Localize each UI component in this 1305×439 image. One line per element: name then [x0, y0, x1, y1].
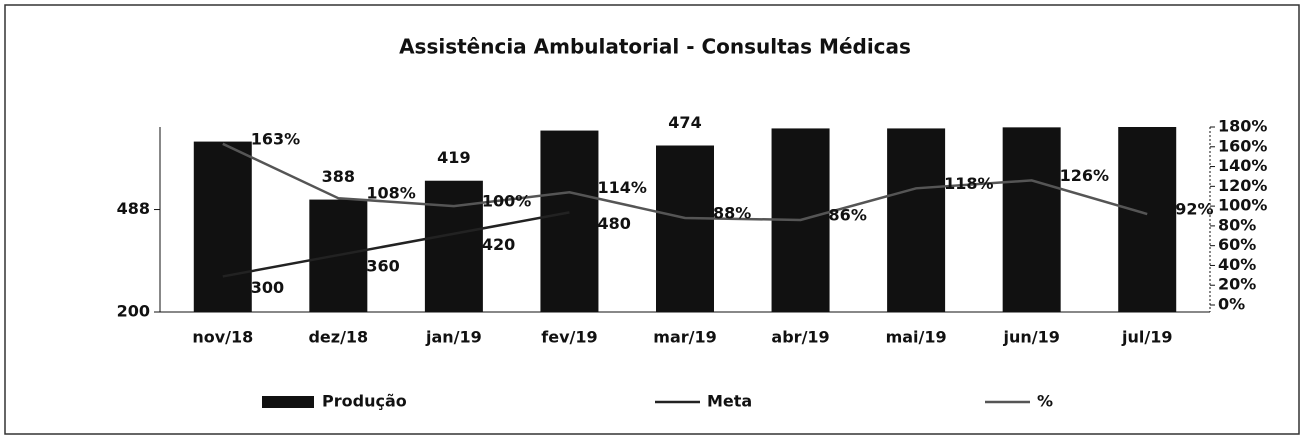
y2-tick-label: 120% — [1218, 176, 1267, 195]
y2-tick-label: 60% — [1218, 235, 1256, 254]
data-label: 114% — [597, 178, 646, 197]
legend-label: Meta — [707, 392, 752, 411]
y2-tick-label: 40% — [1218, 255, 1256, 274]
chart-title: Assistência Ambulatorial - Consultas Méd… — [399, 35, 911, 59]
bar — [1118, 127, 1177, 312]
annotation: 388 — [322, 167, 355, 186]
annotation: 474 — [668, 113, 701, 132]
data-label: 108% — [366, 184, 415, 203]
data-label: 300 — [251, 278, 284, 297]
y2-tick-label: 160% — [1218, 136, 1267, 155]
data-label: 420 — [482, 235, 515, 254]
data-label: 163% — [251, 129, 300, 148]
data-label: 92% — [1175, 200, 1213, 219]
data-label: 360 — [366, 257, 399, 276]
data-label: 100% — [482, 192, 531, 211]
bar — [887, 128, 946, 312]
y2-tick-label: 80% — [1218, 215, 1256, 234]
chart-border — [4, 4, 1300, 435]
annotation: 419 — [437, 148, 470, 167]
data-label: 480 — [597, 214, 630, 233]
legend-label: % — [1037, 392, 1053, 411]
legend-swatch — [262, 396, 314, 408]
y-tick-label: 488 — [117, 199, 150, 218]
x-tick-label: dez/18 — [308, 328, 368, 347]
line — [222, 211, 570, 278]
bar — [540, 130, 599, 312]
y2-tick-label: 180% — [1218, 117, 1267, 136]
bar — [656, 145, 714, 312]
x-tick-label: jun/19 — [1002, 328, 1059, 347]
bar — [424, 180, 483, 312]
y2-tick-label: 0% — [1218, 295, 1245, 314]
x-tick-label: nov/18 — [192, 328, 253, 347]
bar — [193, 141, 252, 312]
data-label: 88% — [713, 203, 751, 222]
x-tick-label: mar/19 — [653, 328, 716, 347]
data-label: 86% — [829, 205, 867, 224]
x-tick-label: fev/19 — [541, 328, 597, 347]
x-tick-label: jan/19 — [425, 328, 482, 347]
x-tick-label: jul/19 — [1121, 328, 1172, 347]
data-label: 126% — [1060, 166, 1109, 185]
y2-tick-label: 140% — [1218, 156, 1267, 175]
x-tick-label: abr/19 — [771, 328, 829, 347]
y-tick-label: 200 — [117, 302, 150, 321]
legend-label: Produção — [322, 392, 407, 411]
data-label: 118% — [944, 174, 993, 193]
x-tick-label: mai/19 — [886, 328, 947, 347]
bar — [1002, 127, 1061, 312]
y2-tick-label: 20% — [1218, 275, 1256, 294]
line — [222, 142, 1148, 222]
y2-tick-label: 100% — [1218, 196, 1267, 215]
